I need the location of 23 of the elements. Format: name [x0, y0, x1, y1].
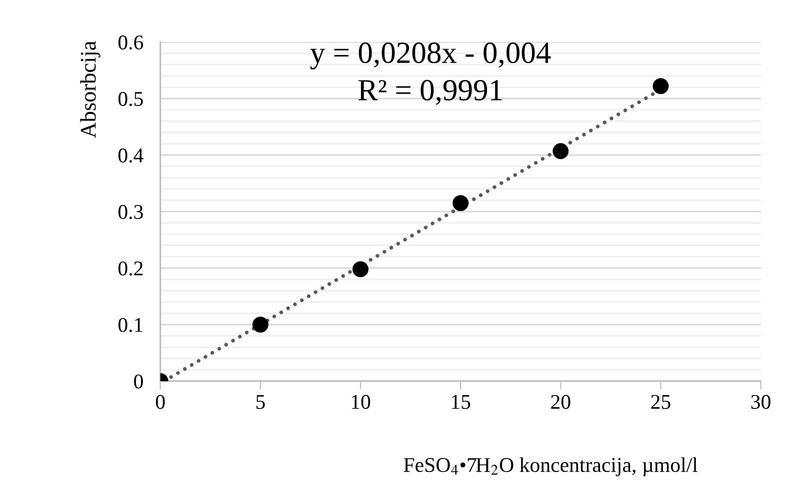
annotation: R² = 0,9991	[358, 80, 502, 105]
y-tick-label: 0.2	[118, 261, 143, 276]
x-tick-label: 0	[156, 394, 165, 409]
y-tick-label: 0	[134, 374, 143, 389]
x-tick-label: 30	[751, 394, 770, 409]
point	[552, 143, 569, 160]
x-tick-label: 20	[551, 394, 570, 409]
y-tick-label: 0.5	[118, 92, 143, 106]
point	[652, 78, 669, 94]
point	[352, 261, 368, 278]
y-axis-title: Absorbcija	[80, 41, 100, 138]
y-tick-label: 0.4	[118, 148, 144, 163]
point	[452, 195, 469, 212]
x-tick-label: 25	[651, 394, 670, 409]
x-axis-title: FeSO$_{4}$•7H$_{2}$O koncentracija, µmol/l	[404, 457, 698, 476]
y-tick-label: 0.1	[118, 318, 142, 332]
x-tick-label: 15	[452, 394, 470, 409]
point	[252, 316, 268, 333]
y-tick-label: 0.3	[118, 204, 143, 220]
annotation: y = 0,0208x - 0,004	[310, 42, 551, 70]
y-tick-label: 0.6	[118, 35, 144, 50]
x-tick-label: 10	[352, 394, 370, 409]
x-tick-label: 5	[256, 395, 265, 409]
